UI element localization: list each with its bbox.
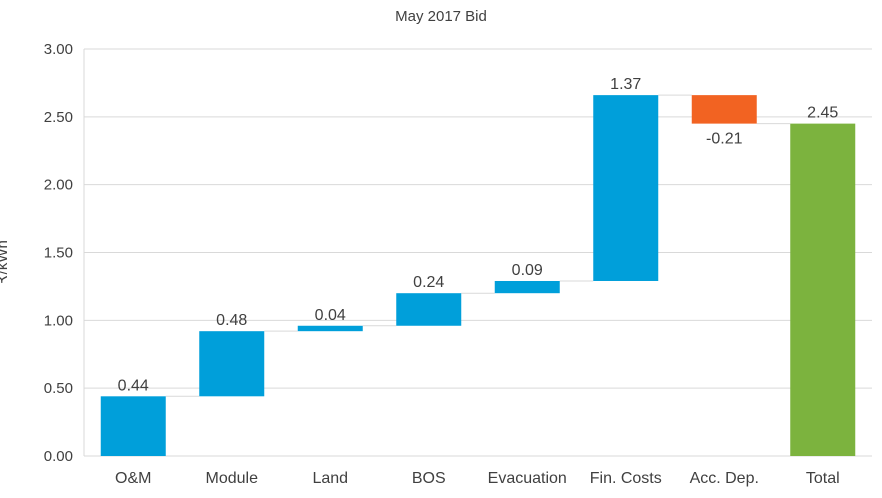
y-tick-label: 2.00 [44, 177, 73, 194]
bar-increase [495, 281, 560, 293]
x-tick-label: O&M [115, 470, 151, 487]
data-label: 0.48 [216, 312, 247, 329]
bar-decrease [692, 95, 757, 123]
bar-increase [298, 326, 363, 331]
data-label: 0.09 [512, 262, 543, 279]
x-tick-label: Land [312, 470, 348, 487]
x-tick-label: Total [806, 470, 840, 487]
x-tick-label: BOS [412, 470, 446, 487]
data-label: -0.21 [706, 131, 743, 148]
y-tick-label: 0.50 [44, 380, 73, 397]
y-tick-label: 2.50 [44, 109, 73, 126]
x-tick-label: Acc. Dep. [690, 470, 759, 487]
data-label: 0.44 [118, 377, 149, 394]
data-label: 2.45 [807, 105, 838, 122]
bar-increase [199, 331, 264, 396]
y-tick-label: 3.00 [44, 41, 73, 58]
bar-increase [101, 396, 166, 456]
x-tick-label: Fin. Costs [590, 470, 662, 487]
bar-increase [593, 95, 658, 281]
bar-increase [396, 293, 461, 326]
data-label: 0.04 [315, 307, 346, 324]
x-tick-label: Evacuation [488, 470, 567, 487]
bar-total [790, 124, 855, 456]
y-tick-label: 1.50 [44, 245, 73, 262]
data-label: 1.37 [610, 76, 641, 93]
y-tick-label: 0.00 [44, 448, 73, 465]
data-label: 0.24 [413, 274, 444, 291]
y-tick-label: 1.00 [44, 312, 73, 329]
x-tick-label: Module [206, 470, 259, 487]
